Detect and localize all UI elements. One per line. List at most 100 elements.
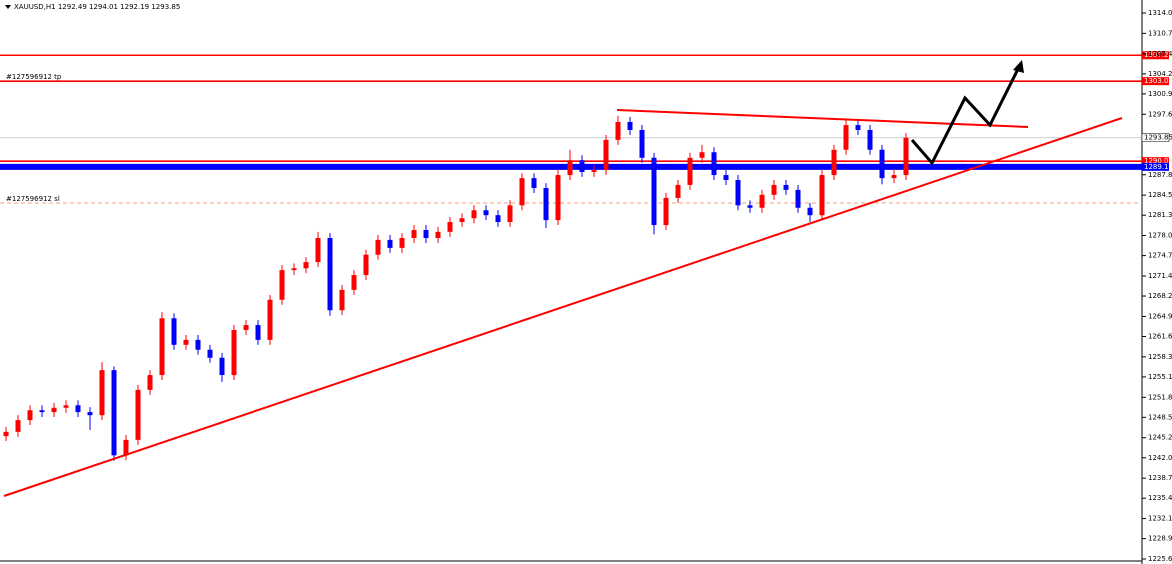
y-tick-label: 1264.90	[1148, 312, 1172, 320]
candle-body	[147, 375, 153, 390]
candle-body	[411, 230, 417, 239]
candle-body	[447, 221, 453, 232]
candle-body	[495, 215, 501, 222]
candle-body	[507, 205, 513, 222]
y-tick-label: 1255.10	[1148, 373, 1172, 381]
projection-arrow	[910, 64, 1022, 166]
level-label: #127596912 tp	[6, 73, 62, 81]
price-box-label: 1290.05	[1144, 157, 1172, 165]
y-tick-label: 1228.90	[1148, 535, 1172, 543]
candle-body	[27, 410, 33, 421]
trendline	[3, 117, 1123, 497]
y-tick-label: 1271.45	[1148, 272, 1172, 280]
candle-body	[663, 197, 669, 226]
candle-body	[135, 389, 141, 440]
candle-body	[123, 439, 129, 456]
trendlines	[3, 60, 1123, 497]
y-tick-label: 1304.20	[1148, 70, 1172, 78]
candle-body	[159, 318, 165, 376]
candle-body	[891, 175, 897, 179]
candle-body	[783, 184, 789, 190]
candle-body	[807, 207, 813, 216]
candle-body	[423, 230, 429, 239]
y-tick-label: 1232.15	[1148, 515, 1172, 523]
candle-body	[171, 318, 177, 345]
candle-body	[111, 370, 117, 456]
candle-body	[867, 130, 873, 150]
candle-body	[531, 178, 537, 189]
candle-body	[375, 239, 381, 255]
candle-body	[483, 210, 489, 216]
y-tick-label: 1297.65	[1148, 110, 1172, 118]
candle-body	[627, 121, 633, 130]
candle-body	[519, 178, 525, 206]
candle-body	[255, 325, 261, 340]
candle-body	[591, 170, 597, 172]
candle-body	[567, 160, 573, 176]
y-tick-label: 1251.80	[1148, 393, 1172, 401]
candle-body	[759, 194, 765, 208]
price-box	[1142, 162, 1169, 171]
level-label: #127596912 sl	[6, 195, 60, 203]
candle-body	[711, 152, 717, 176]
candle-body	[219, 357, 225, 376]
y-tick-label: 1261.65	[1148, 332, 1172, 340]
candle-body	[699, 152, 705, 158]
candle-body	[687, 157, 693, 185]
candle-body	[435, 231, 441, 239]
y-tick-label: 1300.95	[1148, 90, 1172, 98]
candle-body	[327, 238, 333, 311]
y-tick-label: 1245.25	[1148, 434, 1172, 442]
y-tick-label: 1242.00	[1148, 454, 1172, 462]
price-box-label: 1303.01	[1144, 77, 1172, 85]
candle-body	[603, 139, 609, 171]
candle-body	[459, 218, 465, 222]
candle-body	[879, 149, 885, 179]
y-tick-label: 1278.00	[1148, 232, 1172, 240]
y-tick-label: 1248.55	[1148, 413, 1172, 421]
candle-body	[87, 412, 93, 416]
candle-body	[315, 238, 321, 263]
candle-body	[579, 160, 585, 172]
candle-body	[3, 431, 9, 437]
candle-body	[15, 420, 21, 432]
trendline	[616, 109, 1029, 128]
menu-icon[interactable]	[5, 5, 11, 9]
candle-body	[267, 299, 273, 340]
candle-body	[75, 405, 81, 413]
price-box-label: 1307.21	[1144, 51, 1172, 59]
candle-body	[747, 205, 753, 208]
candle-body	[675, 184, 681, 198]
candle-body	[471, 210, 477, 219]
chart-title: XAUUSD,H1 1292.49 1294.01 1292.19 1293.8…	[14, 3, 180, 11]
candle-body	[279, 270, 285, 300]
y-tick-label: 1258.35	[1148, 353, 1172, 361]
candle-body	[555, 175, 561, 221]
candle-body	[819, 175, 825, 216]
candle-body	[207, 349, 213, 358]
candle-body	[399, 238, 405, 248]
price-box	[1142, 51, 1169, 60]
candle-body	[39, 410, 45, 413]
candle-body	[99, 370, 105, 416]
y-tick-label: 1314.05	[1148, 9, 1172, 17]
y-tick-label: 1268.20	[1148, 292, 1172, 300]
candle-body	[387, 239, 393, 248]
y-tick-label: 1307.45	[1148, 50, 1172, 58]
candle-body	[363, 254, 369, 276]
candle-body	[63, 405, 69, 408]
candle-body	[339, 289, 345, 311]
candle-body	[351, 275, 357, 290]
arrow-head	[1013, 60, 1024, 73]
candle-body	[231, 330, 237, 376]
candle-body	[735, 180, 741, 206]
candle-body	[771, 184, 777, 195]
y-tick-label: 1274.75	[1148, 252, 1172, 260]
candle-body	[723, 175, 729, 180]
candle-body	[291, 268, 297, 271]
candle-body	[651, 157, 657, 226]
candle-body	[243, 325, 249, 330]
y-tick-label: 1238.70	[1148, 474, 1172, 482]
